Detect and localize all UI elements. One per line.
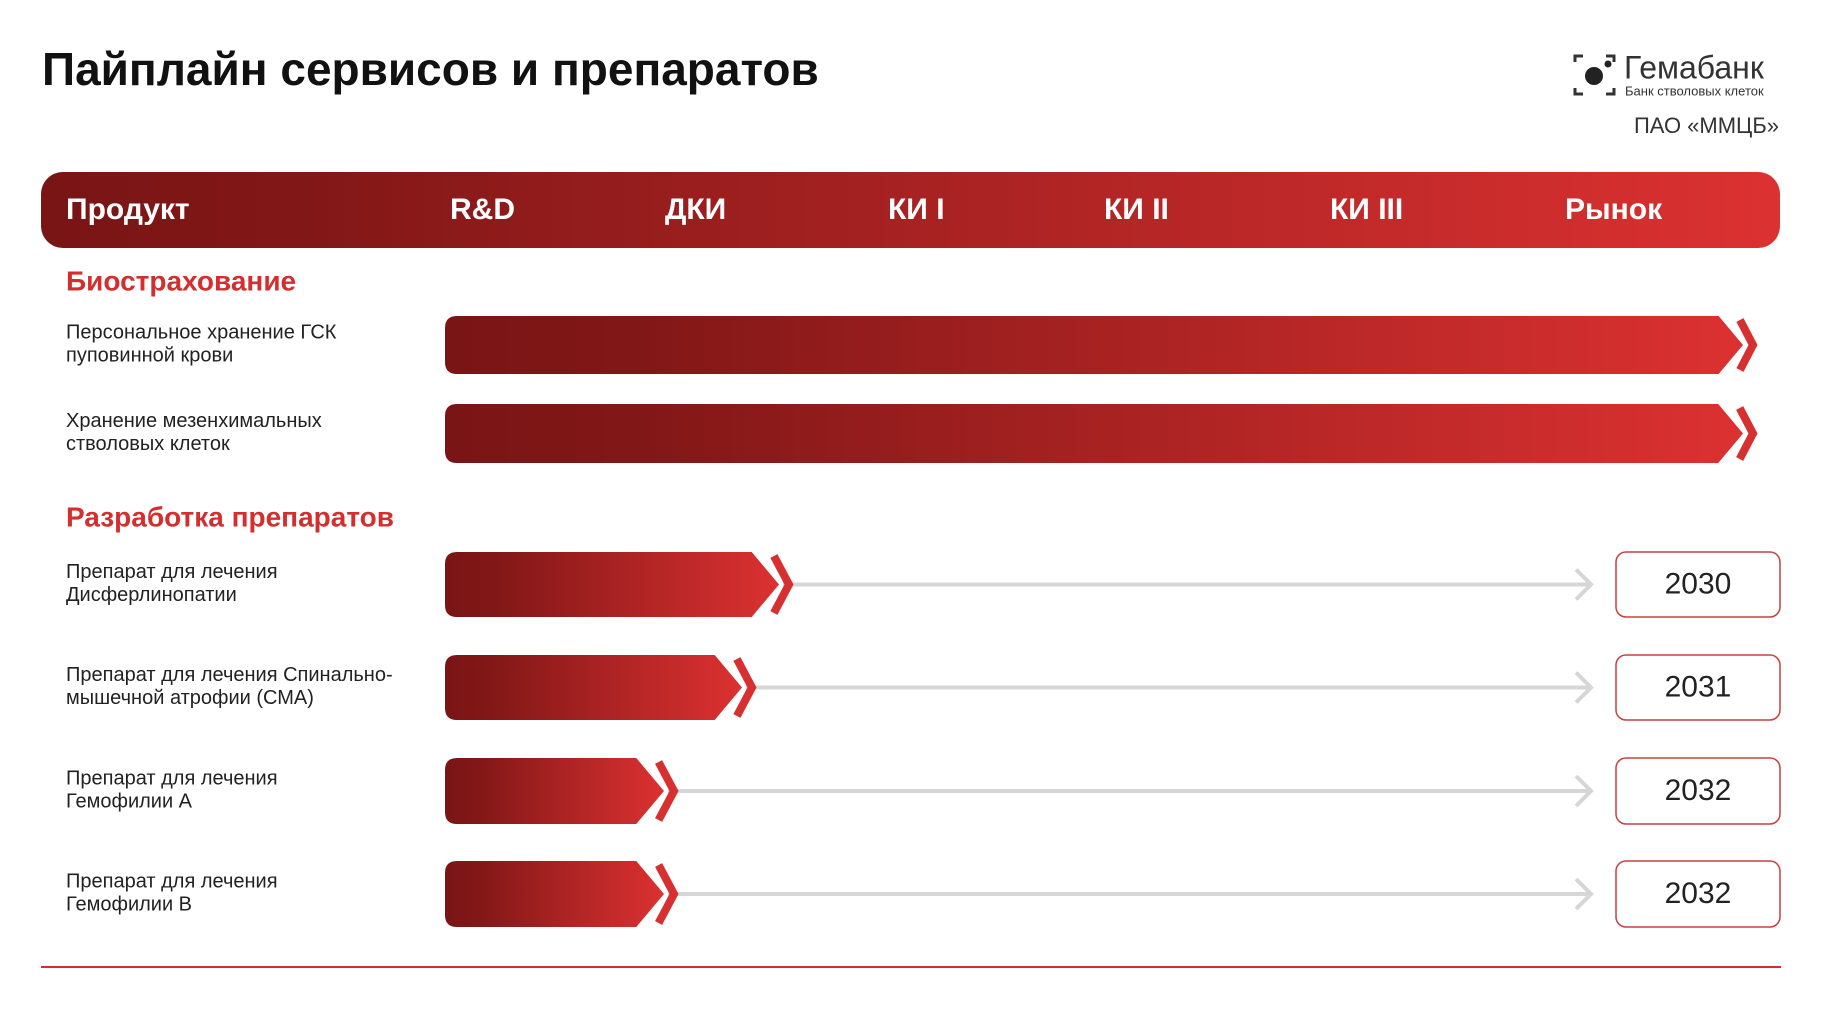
progress-bar (445, 758, 664, 824)
progress-chevron (1736, 406, 1758, 461)
progress-chevron (770, 554, 794, 615)
progress-chevron (733, 657, 757, 718)
stage-label: R&D (450, 193, 515, 226)
year-label: 2031 (1665, 670, 1732, 703)
item-label: пуповинной крови (66, 344, 233, 366)
timeline-arrow (1574, 877, 1594, 911)
year-label: 2032 (1665, 877, 1732, 910)
stage-label: КИ I (888, 193, 945, 226)
timeline-arrow (1574, 774, 1594, 808)
progress-bar (445, 552, 779, 617)
stage-header (41, 172, 1780, 248)
item-label: Персональное хранение ГСК (66, 321, 337, 343)
stage-label: ДКИ (665, 193, 726, 226)
item-label: Препарат для лечения Спинально- (66, 664, 393, 686)
item-label: Препарат для лечения (66, 561, 278, 583)
item-label: стволовых клеток (66, 433, 230, 455)
progress-bar (445, 861, 664, 927)
section-title: Разработка препаратов (66, 501, 394, 532)
progress-chevron (655, 760, 679, 822)
item-label: Хранение мезенхимальных (66, 410, 322, 432)
item-label: Гемофилии А (66, 790, 193, 812)
item-label: Препарат для лечения (66, 870, 278, 892)
stage-label: Продукт (66, 193, 190, 226)
progress-bar (445, 316, 1743, 374)
timeline-arrow (1574, 568, 1594, 601)
logo-name: Гемабанк (1624, 49, 1765, 85)
item-label: Гемофилии В (66, 893, 192, 915)
stage-label: КИ II (1104, 193, 1169, 226)
section-title: Биострахование (66, 265, 296, 296)
year-box (1615, 551, 1781, 618)
item-label: Дисферлинопатии (66, 584, 237, 606)
year-box (1615, 757, 1781, 825)
year-label: 2032 (1665, 774, 1732, 807)
progress-bar (445, 655, 742, 720)
timeline-arrow (1574, 671, 1594, 704)
stage-label: КИ III (1330, 193, 1403, 226)
logo: Гемабанк Банк стволовых клеток (1573, 49, 1765, 98)
year-box (1615, 654, 1781, 721)
year-box (1615, 860, 1781, 928)
logo-tagline: Банк стволовых клеток (1625, 83, 1764, 98)
company: ПАО «ММЦБ» (1634, 113, 1779, 138)
progress-chevron (655, 863, 679, 925)
item-label: мышечной атрофии (СМА) (66, 687, 314, 709)
item-label: Препарат для лечения (66, 767, 278, 789)
title: Пайплайн сервисов и препаратов (42, 43, 819, 95)
stage-label: Рынок (1565, 193, 1663, 226)
progress-chevron (1736, 318, 1758, 372)
progress-bar (445, 404, 1743, 463)
year-label: 2030 (1665, 567, 1732, 600)
